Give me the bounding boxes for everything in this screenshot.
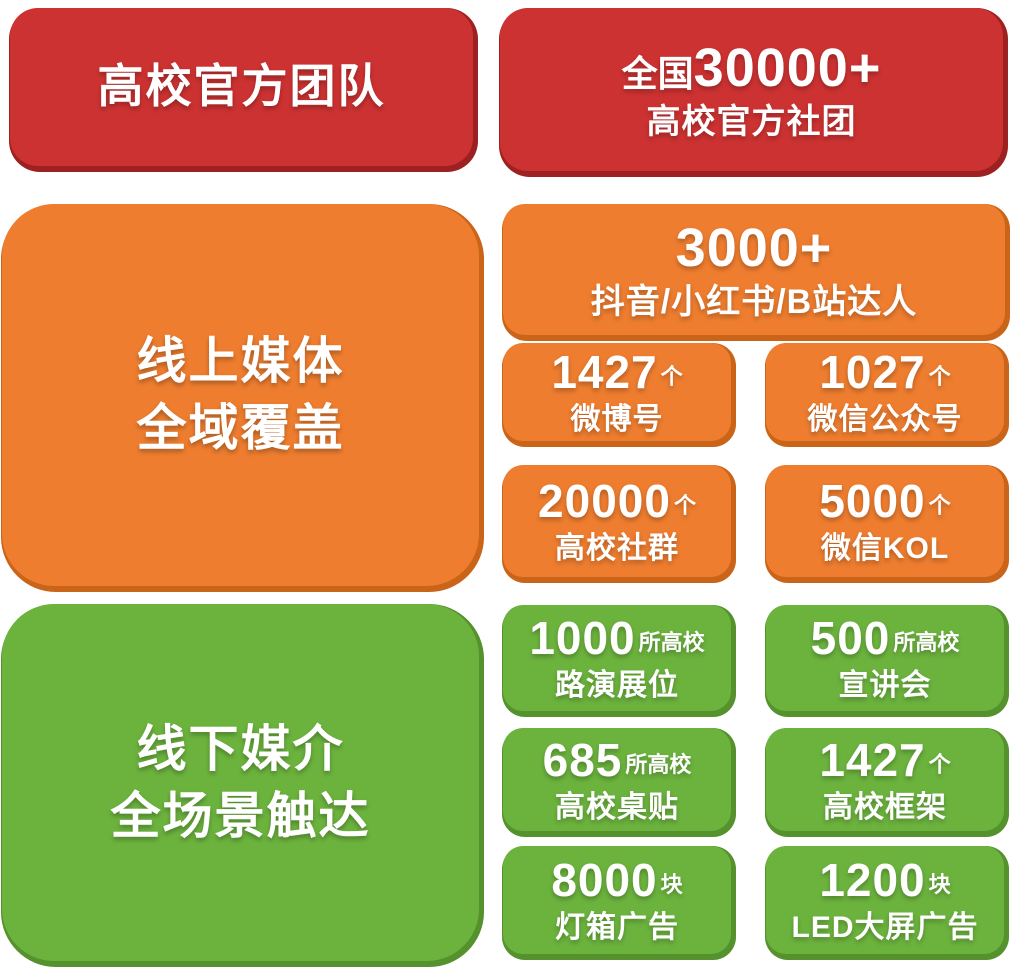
card-college-communities: 20000 个 高校社群 xyxy=(503,465,731,577)
card-label: 路演展位 xyxy=(555,669,679,702)
number-row: 500 所高校 xyxy=(811,615,960,661)
section-offline-media-title-line1: 线下媒介 xyxy=(136,720,345,777)
card-label: 微信KOL xyxy=(820,532,950,565)
card-label: 高校官方社团 xyxy=(646,102,857,141)
number-value: 20000 xyxy=(538,475,671,527)
number-unit: 个 xyxy=(673,493,696,518)
card-desk-stickers: 685 所高校 高校桌贴 xyxy=(503,728,731,831)
number-unit: 块 xyxy=(660,872,683,897)
number-prefix: 全国 xyxy=(621,52,694,94)
number-row: 8000 块 xyxy=(551,857,682,903)
number-row: 1427 个 xyxy=(819,737,950,783)
number-value: 1027 xyxy=(819,346,926,398)
number-row: 5000 个 xyxy=(819,478,950,524)
number-row: 685 所高校 xyxy=(543,737,692,783)
card-info-sessions: 500 所高校 宣讲会 xyxy=(766,605,1004,711)
card-national-official-clubs: 全国 30000+ 高校官方社团 xyxy=(500,8,1003,171)
number-value: 8000 xyxy=(551,854,658,906)
section-online-media-title-line2: 全域覆盖 xyxy=(136,400,345,456)
card-label: 高校桌贴 xyxy=(555,790,679,824)
card-label: 高校社群 xyxy=(555,532,679,565)
section-offline-media-title-card: 线下媒介 全场景触达 xyxy=(2,604,479,961)
number-unit: 所高校 xyxy=(638,630,705,655)
section-online-media-title-card: 线上媒体 全域覆盖 xyxy=(2,204,479,586)
number-row: 1200 块 xyxy=(819,857,950,903)
number-value: 30000+ xyxy=(693,37,882,98)
number-row: 1000 所高校 xyxy=(529,615,704,661)
number-unit: 所高校 xyxy=(625,751,692,777)
number-value: 1200 xyxy=(819,854,926,906)
section-offline-media-title-line2: 全场景触达 xyxy=(110,787,371,844)
card-campus-frames: 1427 个 高校框架 xyxy=(766,728,1004,831)
card-lightbox-ads: 8000 块 灯箱广告 xyxy=(503,846,731,954)
card-wechat-kol: 5000 个 微信KOL xyxy=(766,465,1004,577)
number-value: 1427 xyxy=(819,733,926,786)
number-unit: 块 xyxy=(928,872,951,897)
number-value: 3000+ xyxy=(675,217,833,278)
number-unit: 所高校 xyxy=(893,630,960,655)
number-row: 1027 个 xyxy=(819,349,950,395)
card-label: 高校框架 xyxy=(823,790,947,824)
number-unit: 个 xyxy=(928,751,951,777)
number-unit: 个 xyxy=(928,493,951,518)
number-value: 1427 xyxy=(551,346,658,398)
number-value: 5000 xyxy=(819,475,926,527)
card-roadshow-booths: 1000 所高校 路演展位 xyxy=(503,605,731,711)
card-weibo-accounts: 1427 个 微博号 xyxy=(503,343,731,441)
card-label: LED大屏广告 xyxy=(791,911,979,944)
number-value: 500 xyxy=(810,612,891,664)
card-label: 宣讲会 xyxy=(838,669,932,702)
section-official-team-title: 高校官方团队 xyxy=(97,60,386,113)
card-national-official-clubs-number-row: 全国 30000+ xyxy=(622,41,882,95)
card-label: 抖音/小红书/B站达人 xyxy=(590,282,918,321)
number-value: 685 xyxy=(542,733,623,786)
number-row: 20000 个 xyxy=(538,478,696,524)
number-unit: 个 xyxy=(660,364,683,389)
card-led-screen-ads: 1200 块 LED大屏广告 xyxy=(766,846,1004,954)
card-label: 微博号 xyxy=(570,403,664,436)
card-label: 灯箱广告 xyxy=(555,911,679,944)
number-row: 1427 个 xyxy=(551,349,682,395)
number-unit: 个 xyxy=(928,364,951,389)
card-short-video-kol-number-row: 3000+ xyxy=(676,221,833,275)
card-short-video-kol: 3000+ 抖音/小红书/B站达人 xyxy=(503,204,1005,335)
number-value: 1000 xyxy=(529,612,636,664)
card-label: 微信公众号 xyxy=(807,403,963,436)
section-online-media-title-line1: 线上媒体 xyxy=(136,333,345,389)
card-wechat-public-accounts: 1027 个 微信公众号 xyxy=(766,343,1004,441)
section-official-team-title-card: 高校官方团队 xyxy=(10,8,473,166)
